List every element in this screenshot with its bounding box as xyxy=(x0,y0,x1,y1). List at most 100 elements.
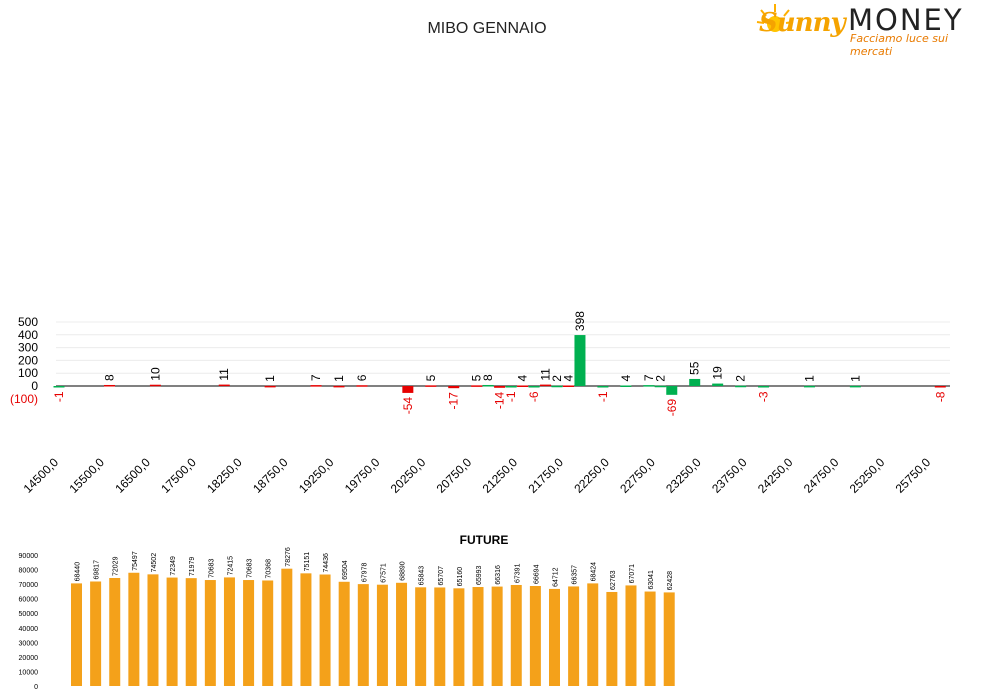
data-label: 4 xyxy=(561,374,575,381)
data-bar xyxy=(402,386,414,393)
data-bar xyxy=(517,385,529,387)
future-bar xyxy=(281,568,293,686)
data-bar xyxy=(218,384,230,387)
data-label: 19 xyxy=(711,366,725,380)
future-bar xyxy=(510,584,522,686)
future-data-label: 67978 xyxy=(361,563,368,583)
future-y-tick-label: 30000 xyxy=(19,640,39,647)
y-tick-label: 200 xyxy=(18,353,38,367)
x-tick-label: 16500,0 xyxy=(112,455,153,496)
data-label: 6 xyxy=(355,374,369,381)
data-bar xyxy=(597,386,609,388)
y-tick-label: 100 xyxy=(18,366,38,380)
data-label: 2 xyxy=(550,375,564,382)
data-label: 8 xyxy=(481,374,495,381)
future-bar xyxy=(434,587,446,686)
data-label: 7 xyxy=(309,374,323,381)
data-bar xyxy=(689,378,701,386)
future-data-label: 69504 xyxy=(342,560,349,580)
data-bar xyxy=(471,385,483,387)
future-bar xyxy=(529,586,541,686)
future-bar xyxy=(71,583,82,686)
y-tick-label: 0 xyxy=(31,379,38,393)
x-tick-label: 22750,0 xyxy=(617,455,658,496)
future-bar xyxy=(262,580,274,686)
data-bar xyxy=(505,386,517,388)
future-bar xyxy=(491,586,503,686)
data-label: 7 xyxy=(642,374,656,381)
future-bar xyxy=(90,581,102,686)
future-data-label: 68890 xyxy=(400,561,407,581)
data-label: -6 xyxy=(527,391,541,402)
future-data-label: 67071 xyxy=(629,564,636,584)
future-y-tick-label: 70000 xyxy=(19,582,39,589)
future-bar xyxy=(109,577,121,686)
data-bar xyxy=(103,384,115,387)
x-tick-label: 20250,0 xyxy=(388,455,429,496)
data-label: -1 xyxy=(504,391,518,402)
data-label: 398 xyxy=(573,311,587,331)
x-tick-label: 24250,0 xyxy=(755,455,796,496)
future-bar xyxy=(357,584,369,686)
x-tick-label: 19250,0 xyxy=(296,455,337,496)
future-y-tick-label: 50000 xyxy=(19,611,39,618)
data-bar xyxy=(540,384,552,387)
future-data-label: 72349 xyxy=(170,556,177,576)
x-tick-label: 15500,0 xyxy=(66,455,107,496)
logo-tagline: Facciamo luce sui mercati xyxy=(850,32,949,58)
future-bar xyxy=(415,587,427,686)
data-bar xyxy=(425,385,437,387)
future-bar xyxy=(128,572,140,686)
future-y-tick-label: 20000 xyxy=(19,655,39,662)
data-bar xyxy=(666,386,678,395)
future-data-label: 65707 xyxy=(438,566,445,586)
data-label: -69 xyxy=(665,399,679,417)
y-tick-label: 400 xyxy=(18,328,38,342)
data-bar xyxy=(803,385,815,388)
x-tick-label: 21250,0 xyxy=(480,455,521,496)
future-bar xyxy=(663,592,675,686)
future-bar xyxy=(223,577,235,686)
future-data-label: 78276 xyxy=(285,547,292,567)
future-data-label: 70683 xyxy=(247,558,254,578)
future-y-tick-label: 60000 xyxy=(19,597,39,604)
x-tick-label: 14500,0 xyxy=(21,455,62,496)
future-bar xyxy=(376,584,388,686)
future-y-tick-label: 90000 xyxy=(19,553,39,560)
future-bar xyxy=(472,587,484,686)
future-chart: FUTURE 90000 80000 70000 60000 50000 40000 3000… xyxy=(19,533,675,690)
data-label: 2 xyxy=(653,375,667,382)
chart-title: MIBO GENNAIO xyxy=(427,20,546,37)
data-label: -8 xyxy=(933,391,947,402)
data-label: -54 xyxy=(401,397,415,415)
data-bar xyxy=(310,385,322,387)
data-label: 8 xyxy=(102,374,116,381)
future-data-label: 74502 xyxy=(151,553,158,573)
data-label: 5 xyxy=(424,374,438,381)
data-bar xyxy=(849,385,861,388)
data-label: 1 xyxy=(263,375,277,382)
data-label: 4 xyxy=(516,374,530,381)
future-bar xyxy=(204,580,216,686)
data-bar xyxy=(494,386,506,388)
future-data-label: 72415 xyxy=(227,556,234,576)
data-bar xyxy=(562,385,574,387)
data-label: 11 xyxy=(539,368,553,381)
x-tick-label: 18750,0 xyxy=(250,455,291,496)
future-data-label: 75151 xyxy=(304,552,311,572)
future-title: FUTURE xyxy=(460,533,509,547)
future-data-label: 67391 xyxy=(514,563,521,583)
x-tick-label: 19750,0 xyxy=(342,455,383,496)
data-bar xyxy=(551,385,563,388)
future-y-tick-label: 80000 xyxy=(19,568,39,575)
future-data-label: 66316 xyxy=(495,565,502,585)
future-data-label: 75497 xyxy=(132,551,139,571)
data-label: -3 xyxy=(757,391,771,402)
future-bar xyxy=(587,583,599,686)
data-bar xyxy=(264,385,276,388)
future-data-label: 72029 xyxy=(113,556,120,576)
future-y-tick-label: 40000 xyxy=(19,626,39,633)
x-tick-label: 23250,0 xyxy=(663,455,704,496)
data-bar xyxy=(356,385,368,387)
